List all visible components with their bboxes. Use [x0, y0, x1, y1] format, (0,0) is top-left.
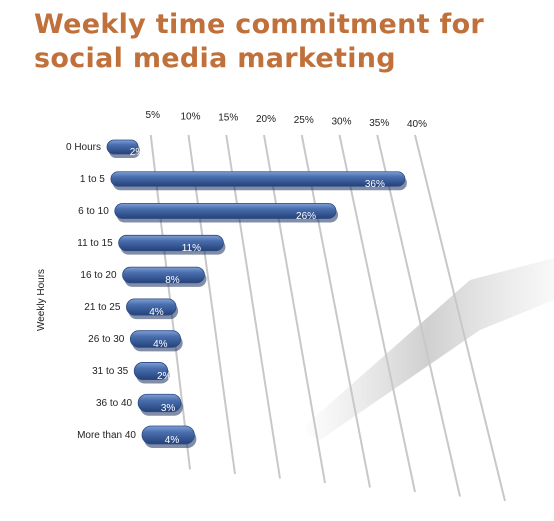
x-tick-label: 30% — [331, 117, 351, 128]
data-label: 36% — [365, 179, 385, 190]
chart-title: Weekly time commitment for social media … — [34, 9, 485, 74]
bar — [129, 330, 183, 352]
bar — [110, 171, 407, 191]
category-label: 0 Hours — [66, 142, 101, 153]
bar — [137, 393, 183, 416]
x-tick-label: 10% — [180, 111, 200, 122]
bar — [141, 425, 197, 448]
category-label: 11 to 15 — [77, 238, 113, 249]
data-label: 4% — [165, 435, 180, 446]
x-tick-label: 25% — [294, 115, 314, 126]
x-tick-label: 40% — [407, 119, 427, 130]
data-label: 11% — [182, 243, 201, 254]
category-label: 16 to 20 — [80, 270, 117, 281]
gridline — [338, 134, 416, 493]
gridline — [187, 134, 236, 475]
gridline — [376, 134, 461, 497]
data-label: 2% — [130, 147, 145, 158]
x-tick-label: 20% — [256, 114, 276, 125]
category-label: More than 40 — [77, 430, 136, 441]
bar — [114, 203, 339, 223]
x-tick-label: 15% — [218, 113, 238, 124]
bar — [118, 234, 226, 255]
y-axis-title: Weekly Hours — [36, 269, 47, 331]
gridline — [225, 134, 281, 479]
x-tick-label: 35% — [369, 118, 389, 129]
data-label: 4% — [153, 339, 168, 350]
data-label: 26% — [296, 211, 316, 222]
gridline — [263, 134, 326, 484]
gridline — [414, 134, 506, 502]
gridline — [300, 134, 371, 488]
category-label: 21 to 25 — [84, 302, 121, 313]
bar — [126, 298, 179, 320]
category-label: 1 to 5 — [80, 174, 105, 185]
data-label: 2% — [157, 371, 172, 382]
bar — [133, 362, 170, 384]
category-label: 31 to 35 — [92, 366, 129, 377]
bar — [106, 139, 141, 158]
bar — [122, 266, 207, 287]
x-tick-label: 5% — [146, 110, 161, 121]
category-label: 26 to 30 — [88, 334, 125, 345]
data-label: 4% — [149, 307, 164, 318]
category-label: 6 to 10 — [78, 206, 109, 217]
data-label: 3% — [161, 403, 176, 414]
category-label: 36 to 40 — [96, 398, 133, 409]
data-label: 8% — [165, 275, 180, 286]
